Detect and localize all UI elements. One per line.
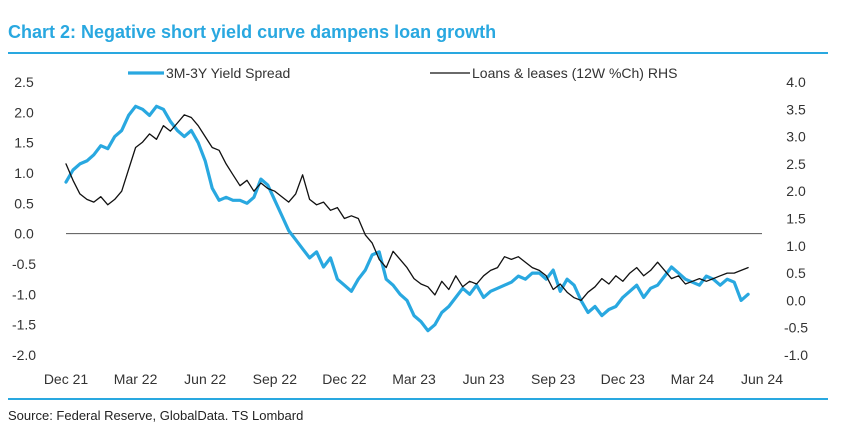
left-tick-label: 0.5 [14, 195, 34, 211]
legend-item-yield-spread: 3M-3Y Yield Spread [166, 65, 290, 81]
left-tick-label: -0.5 [12, 256, 36, 272]
left-tick-label: 1.5 [14, 135, 34, 151]
right-tick-label: 2.5 [786, 156, 806, 172]
x-tick-label: Sep 22 [253, 371, 298, 387]
legend: 3M-3Y Yield Spread Loans & leases (12W %C… [128, 65, 677, 81]
x-axis-ticks: Dec 21 Mar 22 Jun 22 Sep 22 Dec 22 Mar 23 Jun … [44, 371, 783, 387]
right-tick-label: 2.0 [786, 183, 806, 199]
left-axis-ticks: 2.5 2.0 1.5 1.0 0.5 0.0 -0.5 -1.0 -1.5 -2.0 [12, 74, 36, 363]
right-tick-label: 3.5 [786, 101, 806, 117]
x-tick-label: Mar 22 [114, 371, 158, 387]
left-tick-label: -2.0 [12, 347, 36, 363]
right-tick-label: 1.5 [786, 211, 806, 227]
left-tick-label: -1.0 [12, 286, 36, 302]
right-tick-label: 4.0 [786, 74, 806, 90]
right-tick-label: 1.0 [786, 238, 806, 254]
right-tick-label: 0.0 [786, 292, 806, 308]
right-axis-ticks: 4.0 3.5 3.0 2.5 2.0 1.5 1.0 0.5 0.0 -0.5 -1.0 [784, 74, 808, 363]
x-tick-label: Mar 24 [671, 371, 715, 387]
left-tick-label: 0.0 [14, 226, 34, 242]
title-rule [8, 52, 828, 54]
right-tick-label: -1.0 [784, 347, 808, 363]
x-tick-label: Sep 23 [531, 371, 576, 387]
x-tick-label: Jun 23 [463, 371, 505, 387]
series-layer [64, 104, 750, 333]
right-tick-label: 3.0 [786, 129, 806, 145]
left-tick-label: 1.0 [14, 165, 34, 181]
footer-rule [8, 398, 828, 400]
right-tick-label: 0.5 [786, 265, 806, 281]
x-tick-label: Jun 24 [741, 371, 783, 387]
x-tick-label: Dec 22 [322, 371, 367, 387]
x-tick-label: Dec 21 [44, 371, 89, 387]
left-tick-label: 2.5 [14, 74, 34, 90]
x-tick-label: Dec 23 [601, 371, 646, 387]
left-tick-label: 2.0 [14, 104, 34, 120]
series-line-loans-leases [65, 114, 749, 302]
x-tick-label: Mar 23 [392, 371, 436, 387]
chart-title: Chart 2: Negative short yield curve damp… [8, 22, 497, 42]
right-tick-label: -0.5 [784, 320, 808, 336]
legend-item-loans-leases: Loans & leases (12W %Ch) RHS [472, 65, 677, 81]
chart-canvas: 2.5 2.0 1.5 1.0 0.5 0.0 -0.5 -1.0 -1.5 -2.0 4.0 3.… [12, 65, 808, 387]
source-note: Source: Federal Reserve, GlobalData. TS … [8, 408, 304, 423]
series-line-yield-spread [64, 104, 750, 333]
x-tick-label: Jun 22 [184, 371, 226, 387]
left-tick-label: -1.5 [12, 317, 36, 333]
